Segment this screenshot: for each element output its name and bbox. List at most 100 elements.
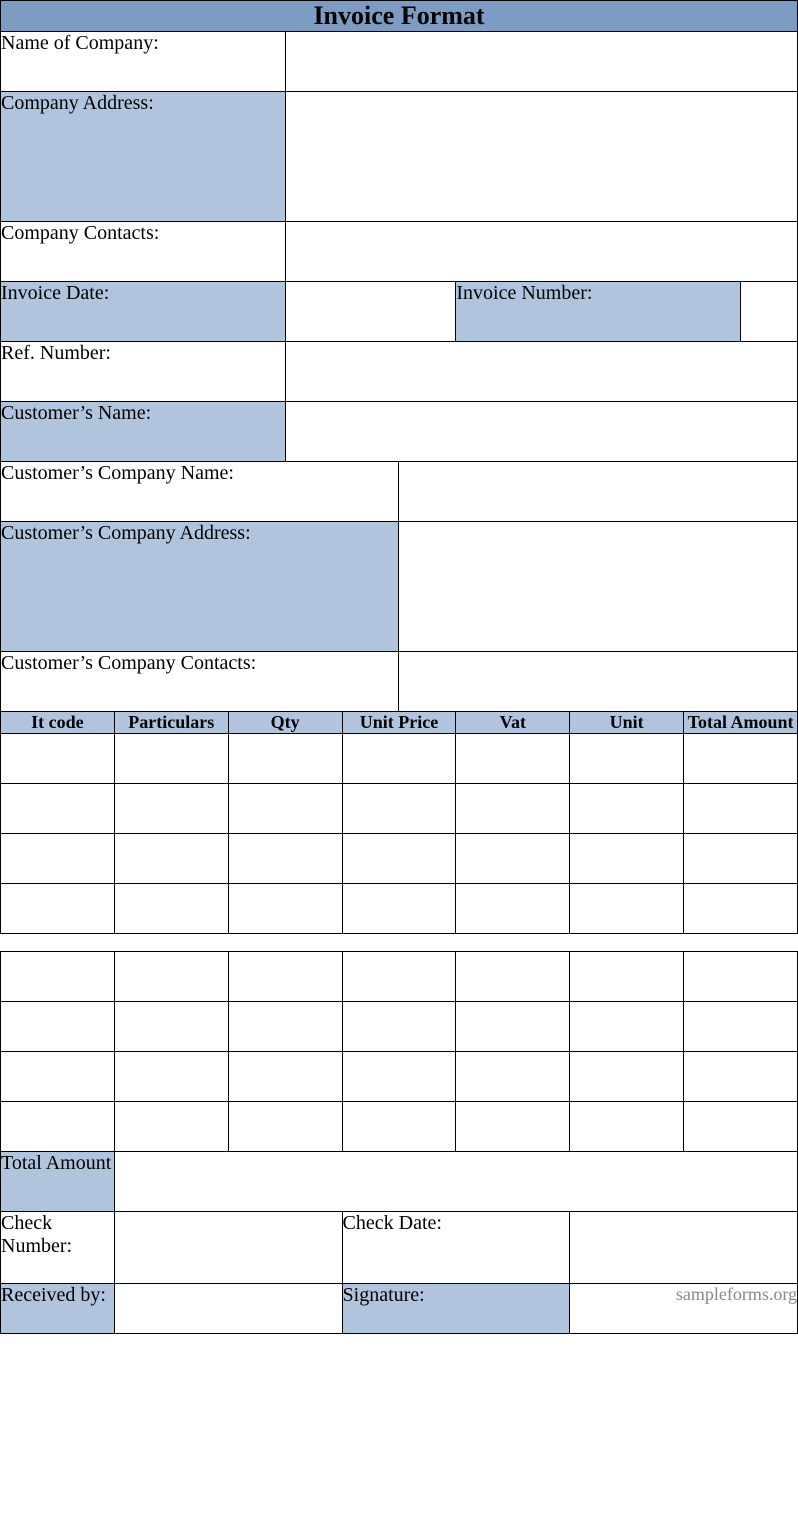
col-header-unit-price: Unit Price <box>342 712 456 734</box>
label-customer-company-address: Customer’s Company Address: <box>1 522 399 652</box>
cell[interactable] <box>228 1052 342 1102</box>
input-received-by[interactable] <box>114 1284 342 1334</box>
cell[interactable] <box>228 734 342 784</box>
invoice-form: Invoice Format Name of Company: Company … <box>0 0 798 1334</box>
form-title: Invoice Format <box>1 1 798 32</box>
cell[interactable] <box>456 1052 570 1102</box>
input-check-date[interactable] <box>570 1212 798 1284</box>
cell[interactable] <box>342 1102 456 1152</box>
cell[interactable] <box>570 784 684 834</box>
cell[interactable] <box>684 784 798 834</box>
cell[interactable] <box>1 834 115 884</box>
cell[interactable] <box>1 784 115 834</box>
cell[interactable] <box>342 884 456 934</box>
cell[interactable] <box>114 1052 228 1102</box>
cell[interactable] <box>228 834 342 884</box>
cell[interactable] <box>228 1102 342 1152</box>
cell[interactable] <box>228 1002 342 1052</box>
cell[interactable] <box>570 834 684 884</box>
label-invoice-date: Invoice Date: <box>1 282 286 342</box>
table-row <box>1 952 798 1002</box>
input-company-contacts[interactable] <box>285 222 797 282</box>
cell[interactable] <box>228 952 342 1002</box>
cell[interactable] <box>114 884 228 934</box>
cell[interactable] <box>114 834 228 884</box>
input-check-number[interactable] <box>114 1212 342 1284</box>
cell[interactable] <box>570 1002 684 1052</box>
col-header-itcode: It code <box>1 712 115 734</box>
input-customer-company-name[interactable] <box>399 462 798 522</box>
cell[interactable] <box>570 1102 684 1152</box>
cell[interactable] <box>684 1052 798 1102</box>
cell[interactable] <box>570 734 684 784</box>
input-invoice-number[interactable] <box>740 282 797 342</box>
cell[interactable] <box>684 834 798 884</box>
cell[interactable] <box>1 952 115 1002</box>
label-signature: Signature: <box>342 1284 570 1334</box>
input-invoice-date[interactable] <box>285 282 456 342</box>
label-company-contacts: Company Contacts: <box>1 222 286 282</box>
cell[interactable] <box>342 952 456 1002</box>
cell[interactable] <box>456 884 570 934</box>
cell[interactable] <box>114 952 228 1002</box>
label-check-date: Check Date: <box>342 1212 570 1284</box>
label-customer-company-name: Customer’s Company Name: <box>1 462 399 522</box>
cell[interactable] <box>342 834 456 884</box>
cell[interactable] <box>684 952 798 1002</box>
label-invoice-number: Invoice Number: <box>456 282 741 342</box>
label-check-number: Check Number: <box>1 1212 115 1284</box>
label-ref-number: Ref. Number: <box>1 342 286 402</box>
col-header-unit: Unit <box>570 712 684 734</box>
cell[interactable] <box>1 1102 115 1152</box>
input-customer-company-address[interactable] <box>399 522 798 652</box>
input-company-name[interactable] <box>285 32 797 92</box>
cell[interactable] <box>114 1002 228 1052</box>
cell[interactable] <box>342 1002 456 1052</box>
cell[interactable] <box>456 834 570 884</box>
col-header-vat: Vat <box>456 712 570 734</box>
cell[interactable] <box>570 884 684 934</box>
table-row <box>1 1052 798 1102</box>
col-header-particulars: Particulars <box>114 712 228 734</box>
cell[interactable] <box>1 884 115 934</box>
label-received-by: Received by: <box>1 1284 115 1334</box>
cell[interactable] <box>684 734 798 784</box>
table-row <box>1 884 798 934</box>
cell[interactable] <box>570 952 684 1002</box>
watermark-text: sampleforms.org <box>570 1284 798 1334</box>
table-row <box>1 784 798 834</box>
cell[interactable] <box>114 734 228 784</box>
cell[interactable] <box>684 884 798 934</box>
cell[interactable] <box>342 784 456 834</box>
cell[interactable] <box>570 1052 684 1102</box>
label-company-address: Company Address: <box>1 92 286 222</box>
col-header-qty: Qty <box>228 712 342 734</box>
cell[interactable] <box>1 1002 115 1052</box>
cell[interactable] <box>456 1102 570 1152</box>
label-customer-company-contacts: Customer’s Company Contacts: <box>1 652 399 712</box>
cell[interactable] <box>228 884 342 934</box>
cell[interactable] <box>684 1002 798 1052</box>
cell[interactable] <box>456 784 570 834</box>
cell[interactable] <box>228 784 342 834</box>
item-table-header-row: It code Particulars Qty Unit Price Vat U… <box>1 712 798 734</box>
cell[interactable] <box>342 1052 456 1102</box>
cell[interactable] <box>684 1102 798 1152</box>
label-company-name: Name of Company: <box>1 32 286 92</box>
input-total-amount[interactable] <box>114 1152 797 1212</box>
input-company-address[interactable] <box>285 92 797 222</box>
table-row <box>1 1102 798 1152</box>
cell[interactable] <box>1 1052 115 1102</box>
input-ref-number[interactable] <box>285 342 797 402</box>
cell[interactable] <box>1 734 115 784</box>
cell[interactable] <box>456 952 570 1002</box>
cell[interactable] <box>342 734 456 784</box>
cell[interactable] <box>456 1002 570 1052</box>
table-row <box>1 734 798 784</box>
cell[interactable] <box>114 784 228 834</box>
cell[interactable] <box>114 1102 228 1152</box>
input-customer-name[interactable] <box>285 402 797 462</box>
cell[interactable] <box>456 734 570 784</box>
input-customer-company-contacts[interactable] <box>399 652 798 712</box>
label-total-amount: Total Amount <box>1 1152 115 1212</box>
